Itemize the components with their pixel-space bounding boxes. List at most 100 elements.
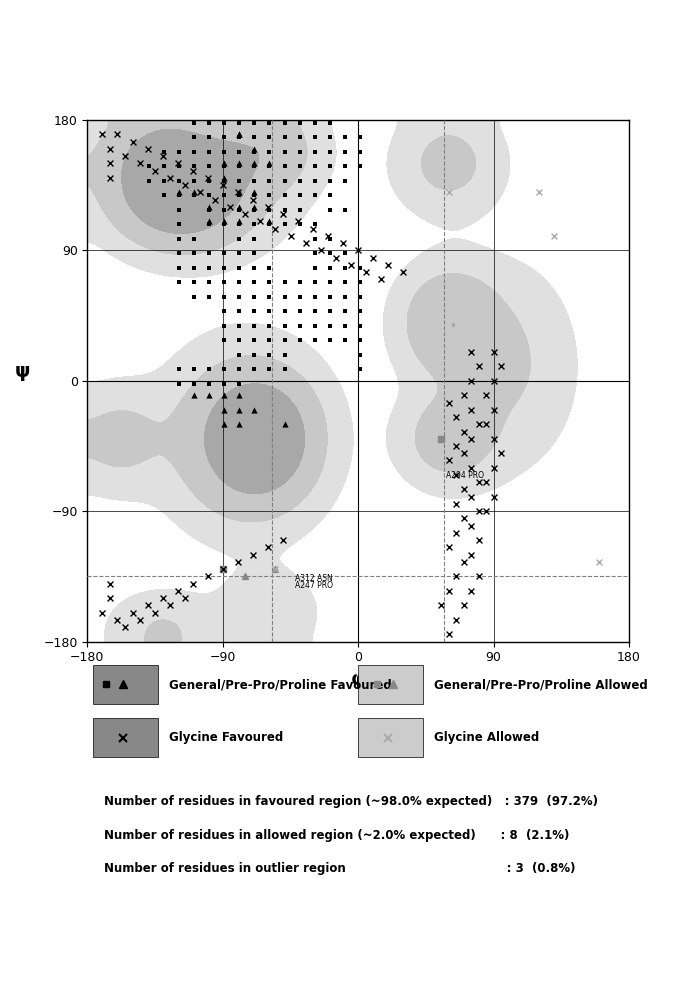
Point [233, 274, 245, 290]
Point [249, 115, 260, 131]
Point [294, 274, 305, 290]
Point [233, 213, 245, 229]
Point [194, 184, 206, 200]
Point [309, 173, 320, 189]
Point [264, 144, 275, 160]
Point [240, 568, 251, 584]
Point [142, 597, 153, 613]
Point [294, 289, 305, 305]
Point [450, 612, 461, 628]
Point [309, 231, 320, 247]
Point [488, 460, 499, 476]
Point [264, 173, 275, 189]
Point [309, 115, 320, 131]
Point [279, 274, 290, 290]
Point [309, 289, 320, 305]
Point [173, 245, 185, 261]
Point [233, 231, 245, 247]
Point [249, 260, 260, 276]
Point [249, 289, 260, 305]
Point [480, 503, 491, 519]
Point [233, 158, 245, 174]
Point [294, 158, 305, 174]
Point [187, 163, 199, 179]
Point [219, 129, 230, 145]
Point [354, 318, 366, 334]
Point [233, 173, 245, 189]
Point [219, 115, 230, 131]
Point [210, 192, 221, 208]
Point [466, 431, 477, 447]
Point [112, 126, 123, 142]
Point [294, 129, 305, 145]
Point [219, 155, 230, 171]
Point [330, 250, 341, 266]
Point [203, 387, 215, 403]
Point [150, 163, 161, 179]
Point [203, 202, 215, 218]
Point [309, 260, 320, 276]
Point [450, 467, 461, 483]
Point [264, 361, 275, 377]
FancyBboxPatch shape [359, 718, 424, 757]
Point [488, 344, 499, 360]
Point [159, 144, 170, 160]
Point [104, 155, 115, 171]
Point [339, 260, 350, 276]
Point [279, 187, 290, 203]
Point [232, 554, 243, 570]
Point [339, 173, 350, 189]
Point [488, 489, 499, 505]
Point [458, 597, 469, 613]
Point [219, 274, 230, 290]
Point [324, 173, 336, 189]
Point [249, 187, 260, 203]
Point [264, 318, 275, 334]
Point [488, 373, 499, 389]
Point [264, 347, 275, 363]
Point [270, 221, 281, 237]
Text: Number of residues in outlier region                                       : 3  : Number of residues in outlier region : 3 [103, 862, 575, 875]
Point [255, 213, 266, 229]
Point [278, 206, 289, 222]
Point [354, 260, 366, 276]
Point [279, 202, 290, 218]
Point [279, 332, 290, 348]
Point [360, 264, 371, 280]
Point [324, 158, 336, 174]
Point [354, 303, 366, 319]
Point [233, 318, 245, 334]
Point [300, 235, 311, 251]
Point [473, 474, 484, 490]
Point [279, 416, 290, 432]
Point [189, 129, 200, 145]
Point [324, 187, 336, 203]
Point [159, 173, 170, 189]
Point [294, 202, 305, 218]
Point [324, 274, 336, 290]
Point [308, 221, 319, 237]
Point [324, 245, 336, 261]
Point [466, 489, 477, 505]
Point [112, 612, 123, 628]
Text: Glycine Favoured: Glycine Favoured [168, 731, 283, 744]
Point [264, 260, 275, 276]
Point [264, 158, 275, 174]
Point [548, 228, 559, 244]
Point [264, 187, 275, 203]
Point [233, 129, 245, 145]
Point [324, 303, 336, 319]
Point [443, 395, 454, 411]
Point [173, 158, 185, 174]
Point [309, 303, 320, 319]
Point [203, 129, 215, 145]
Point [233, 126, 245, 142]
Point [309, 332, 320, 348]
Point [309, 187, 320, 203]
Point [488, 402, 499, 418]
Point [593, 554, 605, 570]
Point [309, 129, 320, 145]
Point [279, 303, 290, 319]
Point [354, 144, 366, 160]
Point [480, 474, 491, 490]
